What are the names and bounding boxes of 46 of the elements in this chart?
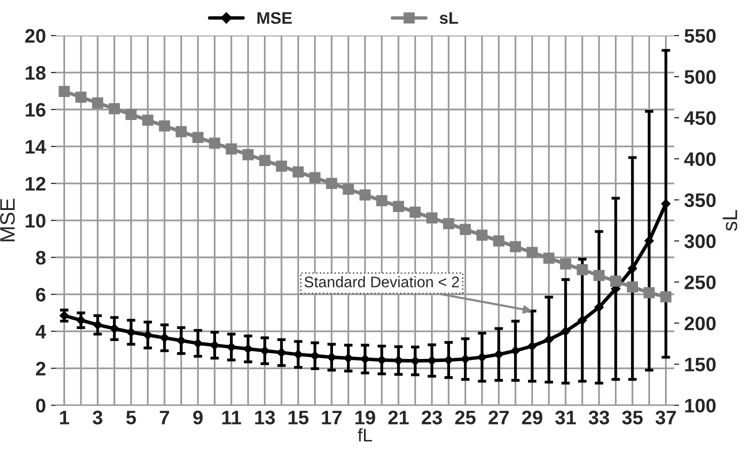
y-tick-label: 10 <box>26 214 46 228</box>
y2-axis-title: sL <box>722 210 738 231</box>
y2-tick-label: 200 <box>684 316 716 330</box>
x-tick-label: 33 <box>588 410 610 424</box>
y-tick-label: 18 <box>26 66 46 80</box>
y2-tick-label: 300 <box>684 234 716 248</box>
y-tick-label: 0 <box>36 398 46 413</box>
x-tick-label: 37 <box>656 410 676 424</box>
x-tick-label: 35 <box>622 410 643 424</box>
y2-tick-label: 100 <box>685 398 716 413</box>
x-tick-label: 1 <box>60 410 70 424</box>
y2-tick-label: 250 <box>684 276 716 290</box>
x-tick-label: 29 <box>522 410 542 424</box>
x-tick-label: 19 <box>355 410 376 424</box>
y2-tick-label: 500 <box>684 70 716 84</box>
x-tick-label: 11 <box>222 410 242 424</box>
y-tick-label: 12 <box>26 176 46 190</box>
y2-tick-label: 550 <box>684 29 716 43</box>
x-tick-label: 25 <box>455 410 476 424</box>
x-tick-label: 5 <box>126 410 136 424</box>
x-tick-label: 27 <box>488 410 509 424</box>
y-tick-label: 16 <box>26 102 46 117</box>
y2-tick-label: 150 <box>685 358 716 372</box>
x-tick-label: 9 <box>193 410 203 424</box>
x-tick-label: 21 <box>388 410 409 424</box>
x-tick-label: 23 <box>422 410 442 424</box>
y-tick-label: 14 <box>26 140 46 154</box>
x-tick-label: 13 <box>255 410 275 424</box>
legend-label: MSE <box>257 12 292 24</box>
x-tick-label: 7 <box>160 410 170 424</box>
y-tick-label: 8 <box>36 250 46 265</box>
y2-tick-label: 450 <box>684 111 716 125</box>
y2-tick-label: 400 <box>684 152 716 166</box>
x-tick-label: 3 <box>92 410 102 424</box>
x-axis-title: fL <box>358 428 372 442</box>
y-tick-label: 6 <box>36 288 46 302</box>
y2-tick-label: 350 <box>684 193 716 208</box>
x-tick-label: 31 <box>555 410 576 424</box>
y-tick-label: 4 <box>36 324 46 338</box>
annotation: Standard Deviation < 2 <box>304 276 459 288</box>
y-axis-title: MSE <box>0 198 15 242</box>
legend-label: sL <box>440 12 458 24</box>
x-tick-label: 15 <box>288 410 308 424</box>
y-tick-label: 20 <box>25 29 46 43</box>
x-tick-label: 17 <box>322 410 342 424</box>
y-tick-label: 2 <box>36 362 46 376</box>
